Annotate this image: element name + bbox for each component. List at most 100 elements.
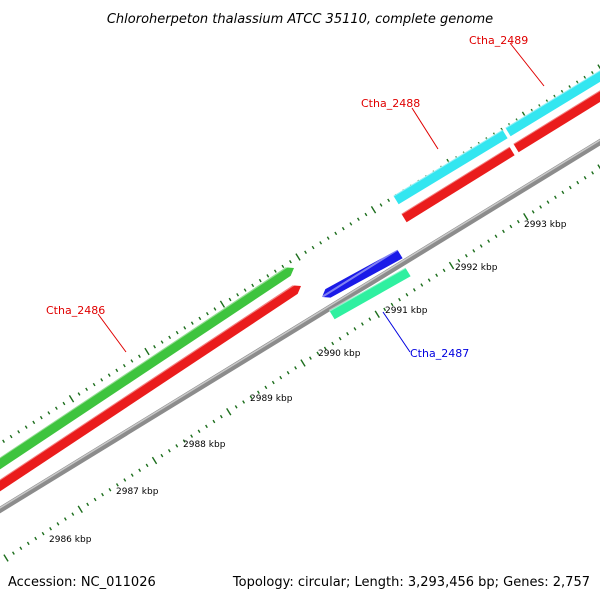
leader-layer [97,42,545,353]
inner-tick-3 [26,541,30,546]
outer-tick-38 [281,264,285,269]
outer-tick-4 [24,425,28,429]
outer-tick-48 [356,217,360,221]
outer-tick-78 [583,75,587,80]
leader-ctha-2486 [97,313,127,353]
leader-ctha-2489 [509,42,545,87]
outer-tick-46 [341,226,345,231]
inner-tick-4 [34,536,38,541]
outer-tick-24 [175,330,179,335]
inner-tick-38 [286,371,290,375]
inner-tick-64 [479,244,483,248]
feature-layer [0,69,600,492]
tick-layer [2,64,600,562]
inner-tick-24 [182,439,186,443]
gene-label-ctha-2486[interactable]: Ctha_2486 [46,304,105,317]
inner-tick-12 [93,497,97,502]
outer-tick-73 [545,99,549,103]
inner-tick-63 [472,249,476,253]
inner-tick-74 [554,195,557,199]
tick-label-2992: 2992 kbp [455,263,498,273]
outer-tick-74 [553,94,557,99]
outer-tick-37 [273,269,277,273]
inner-tick-32 [242,400,246,404]
inner-tick-6 [49,527,52,531]
inner-tick-47 [353,327,357,331]
inner-tick-54 [405,293,409,297]
topology-summary: Topology: circular; Length: 3,293,456 bp… [232,575,590,590]
inner-tick-70 [523,212,529,221]
inner-tick-65 [487,239,491,243]
inner-tick-44 [331,341,335,346]
accession-text: Accession: NC_011026 [8,575,156,590]
cds-ctha-2489-red-highlight [512,89,600,145]
inner-tick-75 [561,190,565,195]
inner-tick-19 [145,463,149,468]
tick-label-2987: 2987 kbp [116,487,159,497]
cds-ctha-2489-cyan [505,70,600,137]
inner-tick-50 [374,310,380,319]
inner-tick-16 [123,478,127,482]
tick-label-2989: 2989 kbp [250,394,293,404]
inner-tick-46 [346,332,349,336]
gene-label-ctha-2488[interactable]: Ctha_2488 [361,97,420,110]
inner-tick-28 [212,419,216,424]
outer-tick-30 [219,300,226,309]
outer-tick-22 [160,340,164,344]
outer-tick-76 [568,85,572,89]
outer-tick-18 [130,359,134,363]
outer-tick-79 [591,70,594,75]
inner-tick-55 [412,288,416,292]
inner-tick-73 [546,200,550,204]
outer-tick-25 [183,326,187,330]
outer-tick-28 [205,311,209,316]
inner-tick-21 [160,453,164,458]
inner-tick-67 [502,229,505,234]
gene-label-ctha-2487[interactable]: Ctha_2487 [410,347,469,360]
backbone-line [0,138,600,514]
inner-tick-71 [531,210,535,214]
cds-ctha-2486-reverse-highlight [0,280,299,481]
inner-tick-11 [86,502,90,507]
outer-tick-8 [54,406,58,410]
outer-tick-34 [251,283,255,288]
inner-tick-69 [516,219,520,224]
cds-ctha-2488-red [401,146,515,223]
inner-tick-23 [175,444,179,448]
tick-label-2990: 2990 kbp [318,349,361,359]
backbone-highlight [0,139,600,509]
tick-label-2993: 2993 kbp [524,220,567,230]
outer-tick-7 [47,411,51,415]
feature-ctha-2487-mint [329,267,411,320]
outer-tick-39 [289,259,292,264]
inner-tick-45 [338,336,342,341]
outer-tick-52 [387,198,391,203]
outer-tick-12 [85,387,89,392]
inner-tick-40 [300,359,306,367]
inner-tick-80 [597,164,600,170]
outer-tick-31 [228,297,232,302]
outer-tick-43 [319,241,323,245]
tick-label-2991: 2991 kbp [385,306,428,316]
outer-tick-32 [236,293,240,297]
cds-ctha-2488-cyan-highlight [392,128,503,197]
inner-tick-60 [448,261,455,270]
inner-tick-2 [19,546,23,550]
outer-tick-17 [122,363,126,368]
cds-ctha-2488-cyan [393,129,508,205]
feature-ctha-2487-mint-highlight [328,266,406,312]
gene-label-ctha-2489[interactable]: Ctha_2489 [469,34,528,47]
inner-tick-57 [427,278,431,282]
inner-tick-20 [151,456,158,465]
inner-tick-78 [583,176,587,180]
inner-tick-68 [509,224,513,229]
cds-ctha-2486-forward-highlight [0,262,292,459]
outer-tick-23 [168,335,172,340]
outer-tick-26 [190,321,194,325]
inner-tick-25 [190,434,194,438]
inner-tick-51 [383,307,387,312]
inner-tick-53 [398,297,401,302]
inner-tick-31 [234,405,238,409]
inner-tick-7 [56,522,60,526]
